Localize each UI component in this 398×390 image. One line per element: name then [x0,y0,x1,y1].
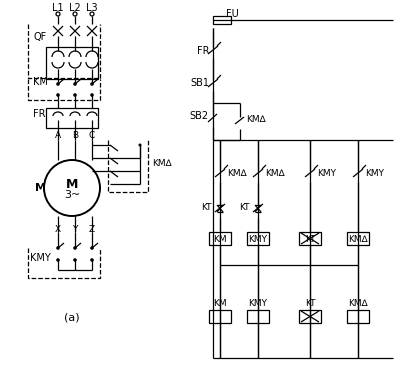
Text: A: A [55,131,61,140]
Text: KM∆: KM∆ [152,158,172,167]
Text: SB2: SB2 [190,111,209,121]
Text: KM∆: KM∆ [348,234,368,243]
Circle shape [90,93,94,97]
Text: KM∆: KM∆ [246,115,265,124]
Text: KM: KM [213,234,227,243]
Circle shape [73,246,77,250]
Text: C: C [89,131,95,140]
Circle shape [90,246,94,250]
Text: L3: L3 [86,3,98,13]
Text: KM: KM [213,298,227,307]
Bar [299,310,321,323]
Text: SB1: SB1 [190,78,209,88]
Text: B: B [72,131,78,140]
Text: (a): (a) [64,313,80,323]
Text: KMY: KMY [365,168,384,177]
Circle shape [73,93,77,97]
Text: M: M [66,177,78,190]
Text: KT: KT [240,204,250,213]
Circle shape [56,258,60,262]
Circle shape [139,144,142,147]
Bar [209,310,231,323]
Bar [46,108,98,128]
Circle shape [73,258,77,262]
Circle shape [44,160,100,216]
Text: 3~: 3~ [64,190,80,200]
Bar [347,232,369,245]
Text: QF: QF [33,32,46,42]
Circle shape [90,12,94,16]
Bar [209,232,231,245]
Bar [347,310,369,323]
Bar [213,16,231,24]
Bar [247,310,269,323]
Text: Z: Z [89,225,95,234]
Text: KM∆: KM∆ [227,168,247,177]
Text: L1: L1 [52,3,64,13]
Text: L2: L2 [69,3,81,13]
Text: X: X [55,225,61,234]
Circle shape [73,82,77,86]
Text: M: M [35,183,46,193]
Text: KT: KT [201,204,212,213]
Text: KT: KT [305,298,315,307]
Circle shape [56,82,60,86]
Bar [247,232,269,245]
Text: KMY: KMY [30,253,51,263]
Bar [46,47,98,79]
Text: FU: FU [226,9,239,19]
Text: FR: FR [33,109,45,119]
Text: KM∆: KM∆ [348,298,368,307]
Text: KT: KT [305,234,315,243]
Text: Y: Y [72,225,78,234]
Text: KMY: KMY [248,298,267,307]
Text: KMY: KMY [248,234,267,243]
Text: KM: KM [33,77,48,87]
Circle shape [90,82,94,86]
Circle shape [73,12,77,16]
Circle shape [56,12,60,16]
Text: FR: FR [197,46,209,56]
Circle shape [56,93,60,97]
Text: KM∆: KM∆ [265,168,285,177]
Bar [299,232,321,245]
Text: KMY: KMY [317,168,336,177]
Circle shape [56,246,60,250]
Circle shape [90,258,94,262]
